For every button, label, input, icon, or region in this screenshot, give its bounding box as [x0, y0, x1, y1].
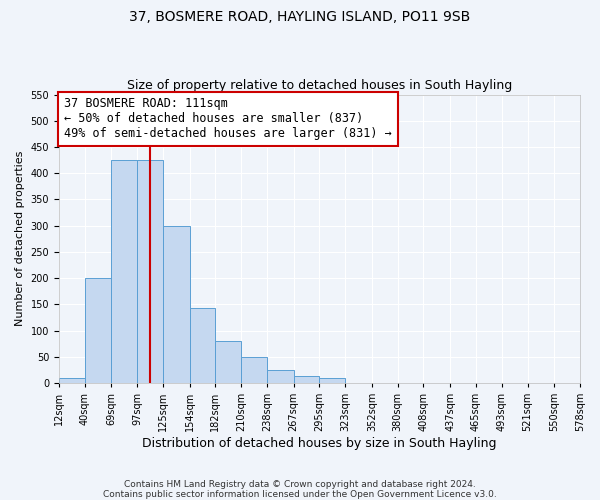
- Bar: [112, 160, 137, 383]
- Bar: [85, 278, 112, 383]
- Bar: [267, 370, 293, 383]
- Bar: [293, 376, 319, 383]
- Text: Contains HM Land Registry data © Crown copyright and database right 2024.
Contai: Contains HM Land Registry data © Crown c…: [103, 480, 497, 499]
- Y-axis label: Number of detached properties: Number of detached properties: [15, 151, 25, 326]
- Text: 37 BOSMERE ROAD: 111sqm
← 50% of detached houses are smaller (837)
49% of semi-d: 37 BOSMERE ROAD: 111sqm ← 50% of detache…: [64, 98, 392, 140]
- Bar: [190, 308, 215, 383]
- Bar: [59, 378, 85, 383]
- Bar: [215, 341, 241, 383]
- Title: Size of property relative to detached houses in South Hayling: Size of property relative to detached ho…: [127, 79, 512, 92]
- Bar: [137, 160, 163, 383]
- Bar: [241, 357, 267, 383]
- X-axis label: Distribution of detached houses by size in South Hayling: Distribution of detached houses by size …: [142, 437, 497, 450]
- Bar: [319, 378, 345, 383]
- Text: 37, BOSMERE ROAD, HAYLING ISLAND, PO11 9SB: 37, BOSMERE ROAD, HAYLING ISLAND, PO11 9…: [130, 10, 470, 24]
- Bar: [163, 226, 190, 383]
